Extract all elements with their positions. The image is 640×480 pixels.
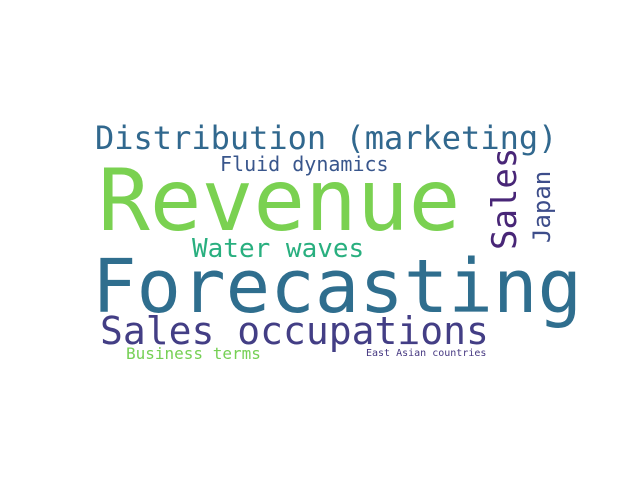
word-forecasting: Forecasting (92, 244, 583, 330)
word-business-terms: Business terms (126, 344, 261, 363)
word-fluid-dynamics: Fluid dynamics (220, 152, 389, 176)
word-east-asian-countries: East Asian countries (366, 348, 487, 359)
word-japan: Japan (528, 170, 556, 243)
word-sales-occupations: Sales occupations (100, 309, 489, 353)
word-water-waves: Water waves (192, 234, 365, 264)
word-revenue: Revenue (98, 151, 461, 251)
word-distribution-marketing: Distribution (marketing) (95, 119, 558, 157)
word-sales: Sales (485, 147, 525, 250)
